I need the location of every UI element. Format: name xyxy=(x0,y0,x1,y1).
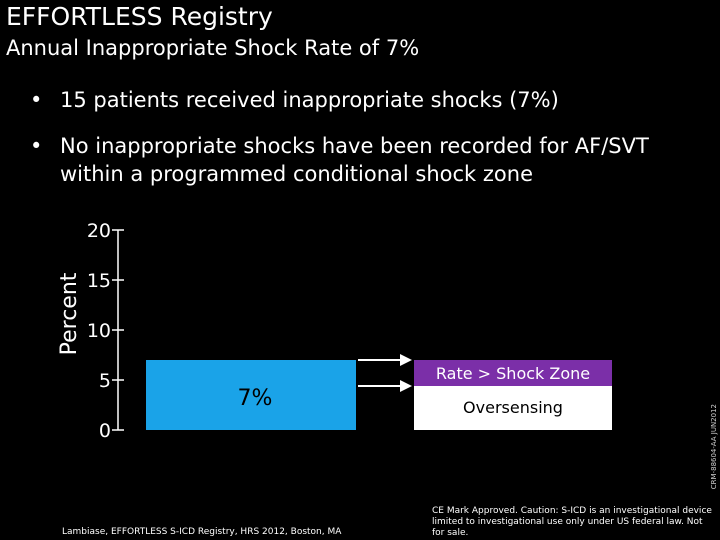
bullet-item-1: • 15 patients received inappropriate sho… xyxy=(30,86,670,114)
bar-value-label: 7% xyxy=(238,386,273,411)
breakdown-label: Oversensing xyxy=(463,398,563,417)
bar-group: 7% xyxy=(146,360,356,430)
bullet-item-2: • No inappropriate shocks have been reco… xyxy=(30,132,690,188)
y-tick-label: 0 xyxy=(99,420,111,442)
y-tick-label: 10 xyxy=(87,320,111,342)
arrow-head xyxy=(400,354,412,366)
bar xyxy=(146,360,356,430)
bullet-marker: • xyxy=(30,134,43,158)
y-tick-label: 5 xyxy=(99,370,111,392)
y-tick-label: 15 xyxy=(87,270,111,292)
arrow-head xyxy=(400,380,412,392)
caution-footnote: CE Mark Approved. Caution: S-ICD is an i… xyxy=(432,506,712,538)
breakdown-segment xyxy=(414,386,612,430)
slide-title: EFFORTLESS Registry xyxy=(6,2,273,31)
y-axis: 0 5 10 15 20 xyxy=(87,220,124,442)
breakdown-group: Rate > Shock Zone Oversensing xyxy=(358,354,612,430)
y-axis-label: Percent xyxy=(57,272,82,355)
bullet-text: No inappropriate shocks have been record… xyxy=(60,134,649,186)
breakdown-segment xyxy=(414,360,612,386)
y-tick-label: 20 xyxy=(87,220,111,242)
bullet-text: 15 patients received inappropriate shock… xyxy=(60,88,559,112)
citation-footnote: Lambiase, EFFORTLESS S-ICD Registry, HRS… xyxy=(62,527,342,537)
document-code: CRM-88604-AA JUN2012 xyxy=(710,404,718,490)
bullet-marker: • xyxy=(30,88,43,112)
slide-subtitle: Annual Inappropriate Shock Rate of 7% xyxy=(6,36,420,60)
breakdown-label: Rate > Shock Zone xyxy=(436,364,590,383)
